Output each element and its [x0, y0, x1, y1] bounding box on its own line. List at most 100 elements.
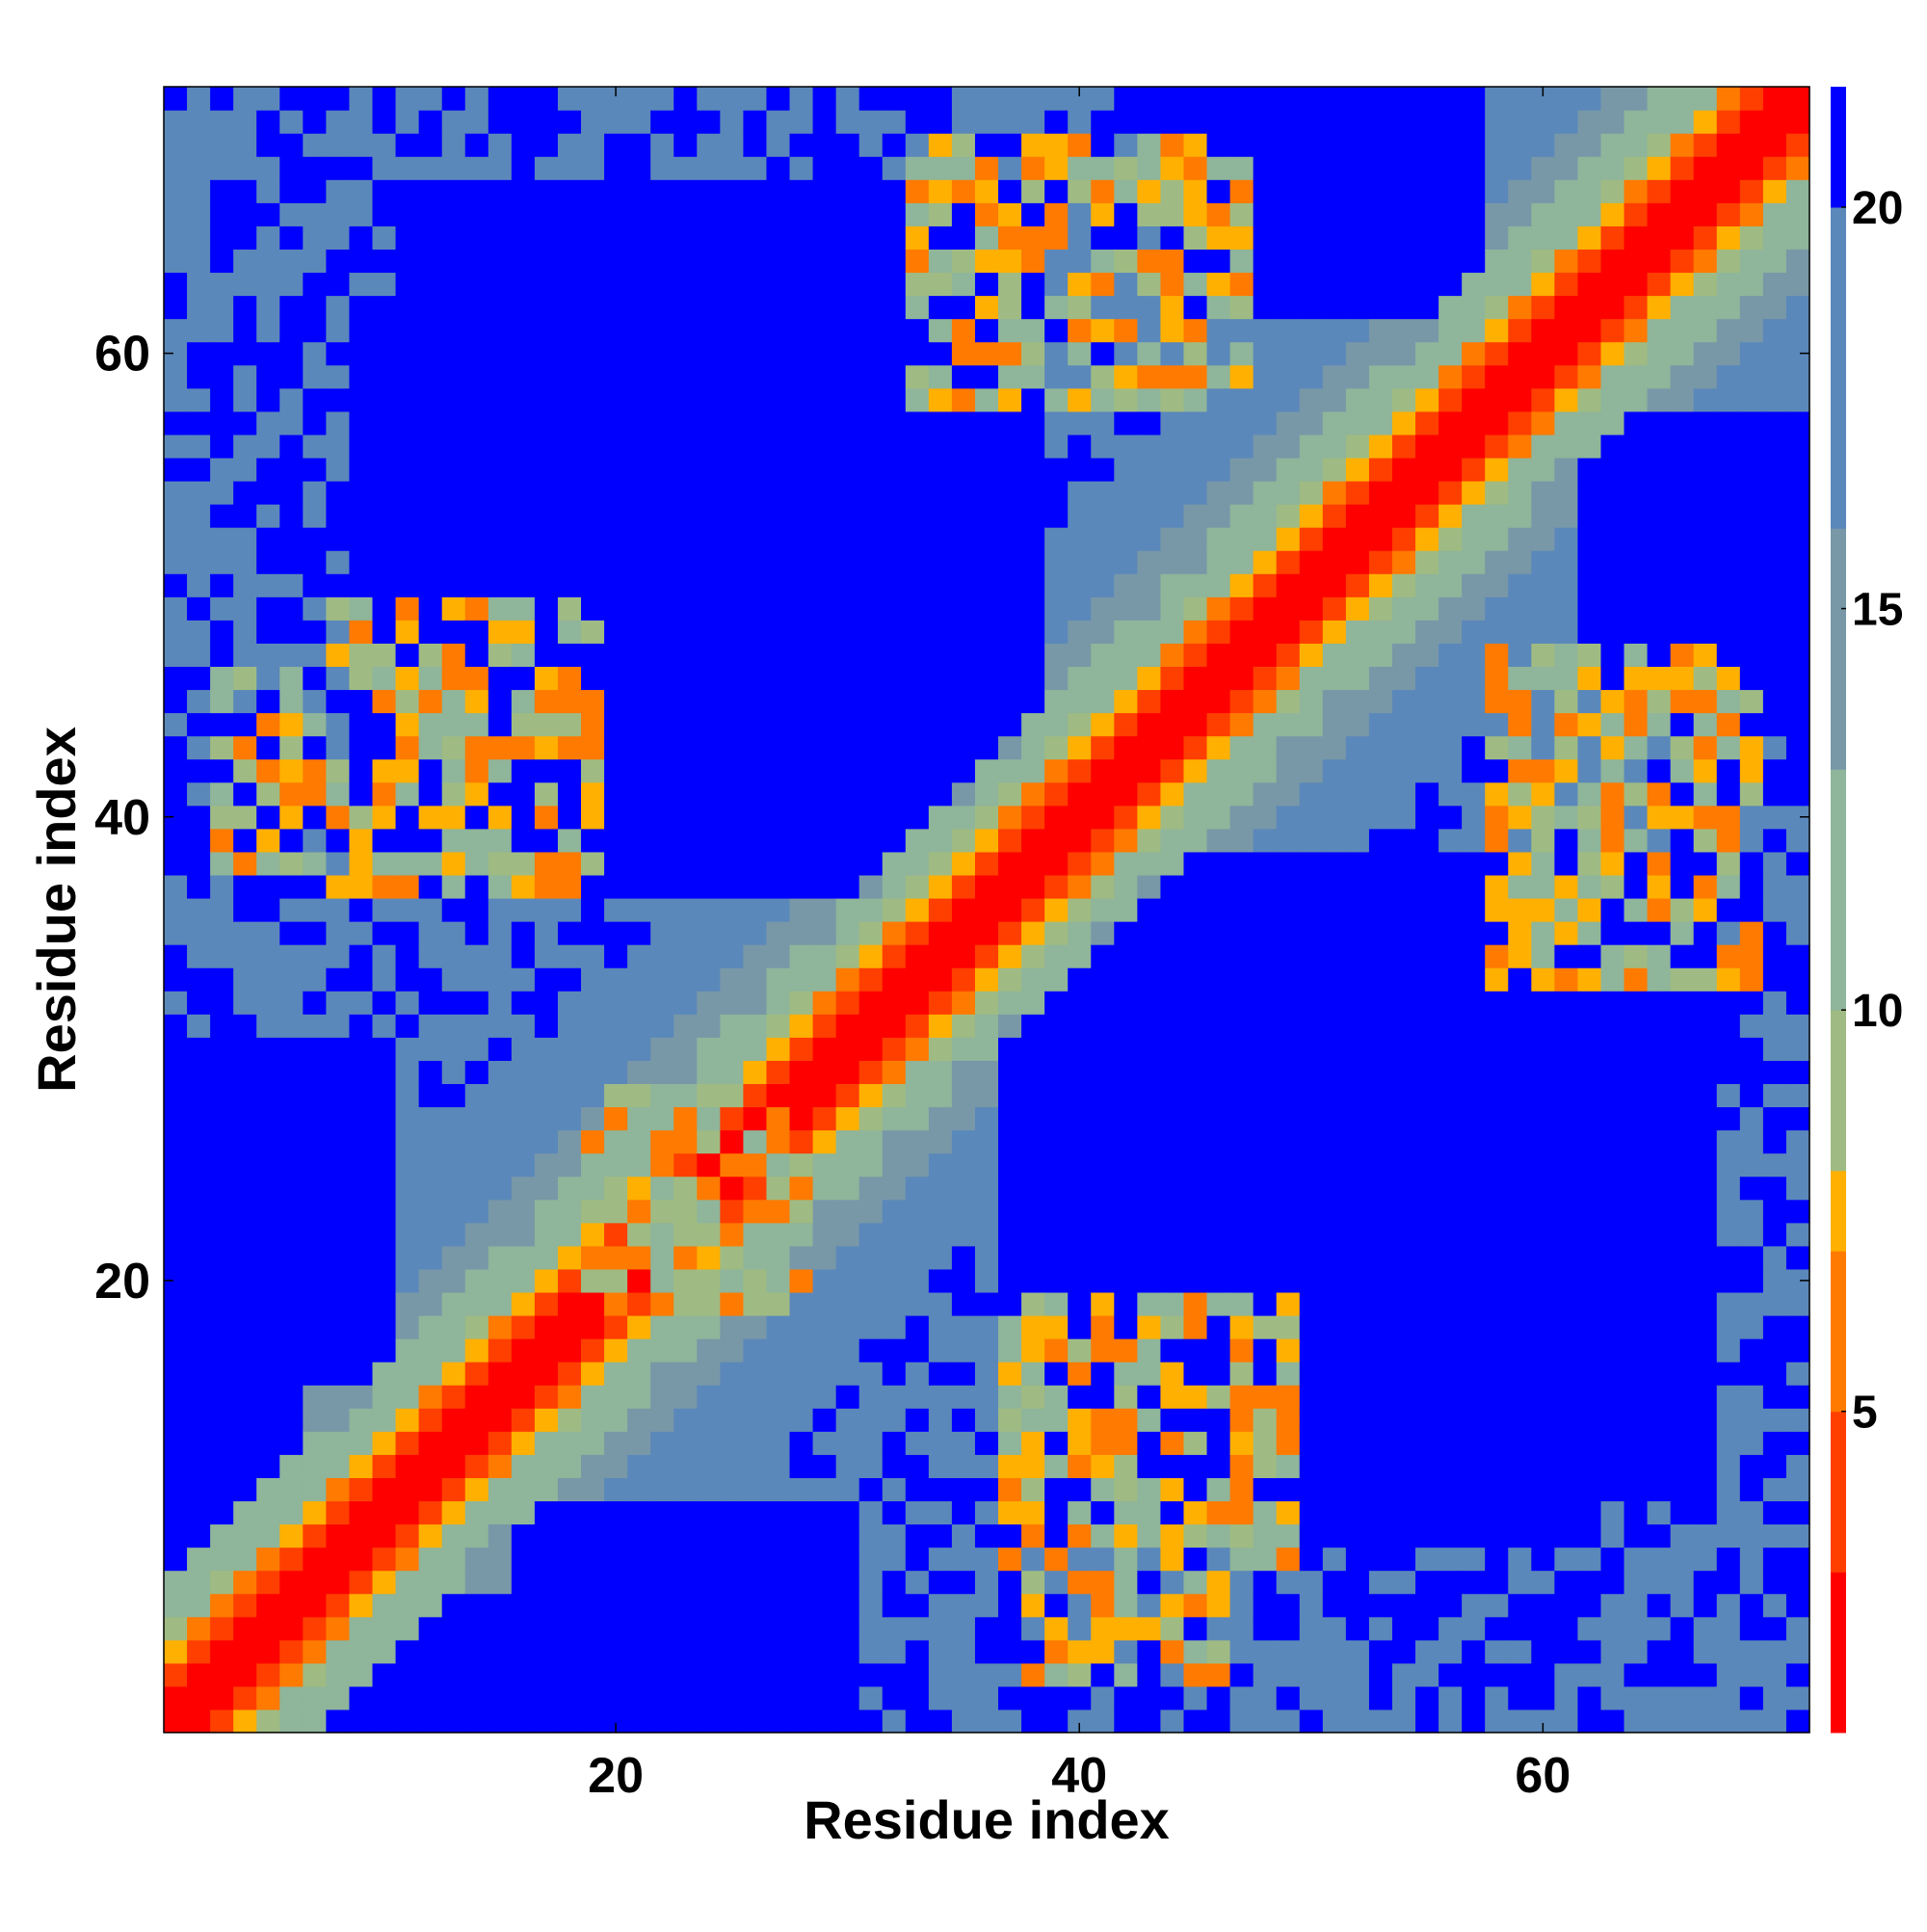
heatmap-cell: [743, 828, 768, 853]
heatmap-cell: [326, 1616, 351, 1641]
heatmap-cell: [743, 735, 768, 760]
heatmap-cell: [581, 712, 605, 737]
heatmap-cell: [464, 1477, 489, 1502]
heatmap-cell: [1647, 87, 1672, 111]
heatmap-cell: [766, 1454, 791, 1478]
heatmap-cell: [233, 1014, 257, 1038]
heatmap-cell: [882, 1385, 907, 1409]
heatmap-cell: [395, 1685, 420, 1710]
heatmap-cell: [1299, 225, 1324, 250]
heatmap-cell: [279, 1338, 304, 1363]
heatmap-cell: [1623, 781, 1649, 807]
heatmap-cell: [187, 527, 211, 551]
heatmap-cell: [1160, 527, 1185, 551]
heatmap-cell: [1531, 318, 1555, 343]
heatmap-cell: [858, 1060, 884, 1085]
heatmap-cell: [1462, 249, 1486, 274]
heatmap-cell: [187, 1338, 211, 1363]
heatmap-cell: [882, 1338, 907, 1363]
heatmap-cell: [974, 410, 999, 436]
heatmap-cell: [187, 620, 211, 644]
heatmap-cell: [1647, 1431, 1672, 1455]
heatmap-cell: [1044, 805, 1069, 830]
heatmap-cell: [743, 1014, 768, 1038]
heatmap-cell: [1693, 1454, 1718, 1478]
heatmap-cell: [210, 480, 234, 505]
heatmap-cell: [743, 1129, 768, 1154]
heatmap-cell: [1647, 1454, 1672, 1478]
heatmap-cell: [256, 1500, 280, 1525]
heatmap-cell: [1439, 1199, 1463, 1224]
heatmap-cell: [210, 364, 234, 389]
heatmap-cell: [372, 1616, 397, 1641]
heatmap-cell: [1739, 457, 1764, 482]
heatmap-cell: [1415, 874, 1439, 899]
heatmap-cell: [1044, 1245, 1069, 1270]
heatmap-cell: [697, 364, 721, 389]
heatmap-cell: [1485, 1362, 1509, 1386]
heatmap-cell: [1439, 410, 1463, 436]
heatmap-cell: [1068, 944, 1092, 968]
heatmap-cell: [1253, 110, 1278, 134]
heatmap-cell: [697, 1639, 721, 1664]
heatmap-cell: [1299, 735, 1324, 760]
heatmap-cell: [1693, 133, 1718, 157]
heatmap-cell: [604, 387, 628, 412]
heatmap-cell: [441, 1291, 466, 1316]
heatmap-cell: [1391, 249, 1416, 274]
heatmap-cell: [1137, 318, 1162, 343]
heatmap-cell: [766, 434, 791, 459]
heatmap-cell: [1415, 689, 1439, 714]
heatmap-cell: [187, 1060, 211, 1085]
heatmap-cell: [1183, 295, 1208, 320]
heatmap-cell: [1253, 1129, 1278, 1154]
heatmap-cell: [1739, 828, 1764, 853]
heatmap-cell: [697, 1523, 721, 1548]
heatmap-cell: [835, 758, 860, 783]
heatmap-cell: [1439, 1268, 1463, 1293]
heatmap-cell: [1485, 249, 1509, 274]
heatmap-cell: [1693, 1060, 1718, 1085]
heatmap-cell: [604, 410, 628, 436]
heatmap-cell: [1044, 828, 1069, 853]
heatmap-cell: [1206, 1014, 1231, 1038]
heatmap-cell: [210, 504, 234, 528]
heatmap-cell: [1160, 1083, 1185, 1108]
heatmap-cell: [1739, 689, 1764, 714]
heatmap-cell: [1276, 944, 1301, 968]
heatmap-cell: [326, 504, 351, 528]
heatmap-cell: [303, 434, 327, 459]
heatmap-cell: [1183, 1500, 1208, 1525]
heatmap-cell: [1253, 967, 1278, 992]
heatmap-cell: [464, 504, 489, 528]
heatmap-cell: [1508, 828, 1532, 853]
heatmap-cell: [581, 1685, 605, 1710]
heatmap-cell: [1206, 387, 1231, 412]
heatmap-cell: [1391, 1662, 1416, 1687]
heatmap-cell: [534, 666, 559, 691]
heatmap-cell: [1462, 620, 1486, 644]
heatmap-cell: [1114, 805, 1138, 830]
heatmap-cell: [1368, 1454, 1393, 1478]
heatmap-cell: [951, 1222, 976, 1247]
heatmap-cell: [1299, 1314, 1324, 1339]
heatmap-cell: [1114, 1199, 1138, 1224]
heatmap-cell: [488, 1037, 513, 1061]
heatmap-cell: [1068, 295, 1092, 320]
heatmap-cell: [1345, 341, 1370, 366]
heatmap-cell: [557, 318, 582, 343]
heatmap-cell: [1623, 921, 1649, 945]
heatmap-cell: [1485, 712, 1509, 737]
heatmap-cell: [1276, 387, 1301, 412]
heatmap-cell: [1508, 1314, 1532, 1339]
heatmap-cell: [1670, 921, 1695, 945]
heatmap-cell: [835, 897, 860, 922]
heatmap-cell: [1762, 1408, 1787, 1432]
heatmap-cell: [1716, 1454, 1741, 1478]
heatmap-cell: [1183, 1083, 1208, 1108]
heatmap-cell: [835, 272, 860, 297]
heatmap-cell: [1137, 1408, 1162, 1432]
heatmap-cell: [1021, 944, 1045, 968]
heatmap-cell: [882, 202, 907, 226]
heatmap-cell: [164, 666, 188, 691]
